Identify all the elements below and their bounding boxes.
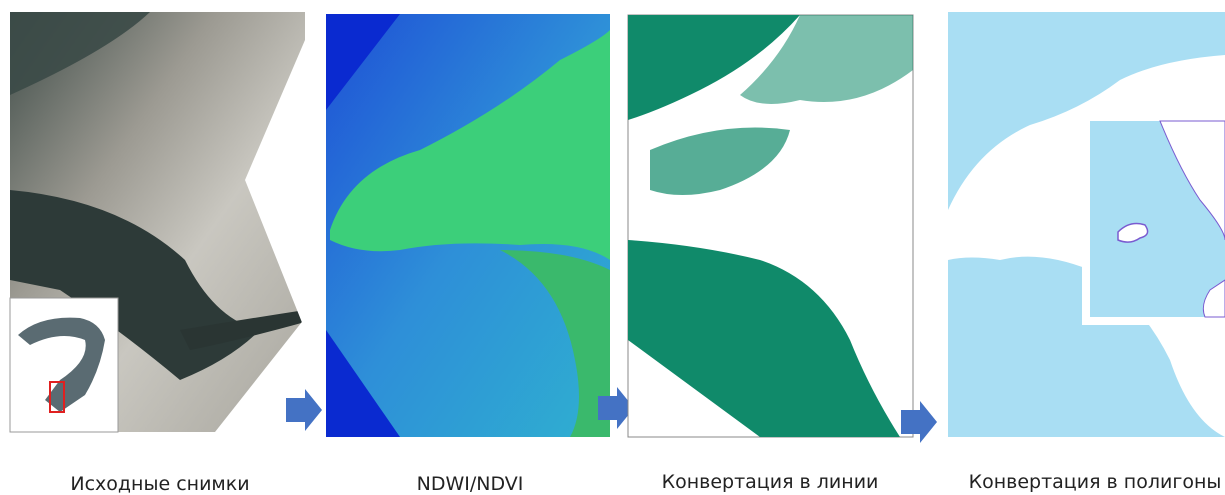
pipeline-diagram: Исходные снимки NDWI/NDVI Конвертация в … (0, 0, 1225, 495)
caption: NDWI/NDVI (417, 473, 524, 495)
ndwi-panel (326, 14, 610, 437)
lines-panel (628, 15, 913, 437)
caption: Конвертация в полигоны (969, 471, 1222, 493)
captions: Исходные снимки NDWI/NDVI Конвертация в … (70, 471, 1221, 495)
source-image-panel (10, 12, 305, 432)
caption: Конвертация в линии (662, 471, 879, 493)
caption: Исходные снимки (70, 473, 249, 495)
polygons-panel (948, 12, 1225, 437)
